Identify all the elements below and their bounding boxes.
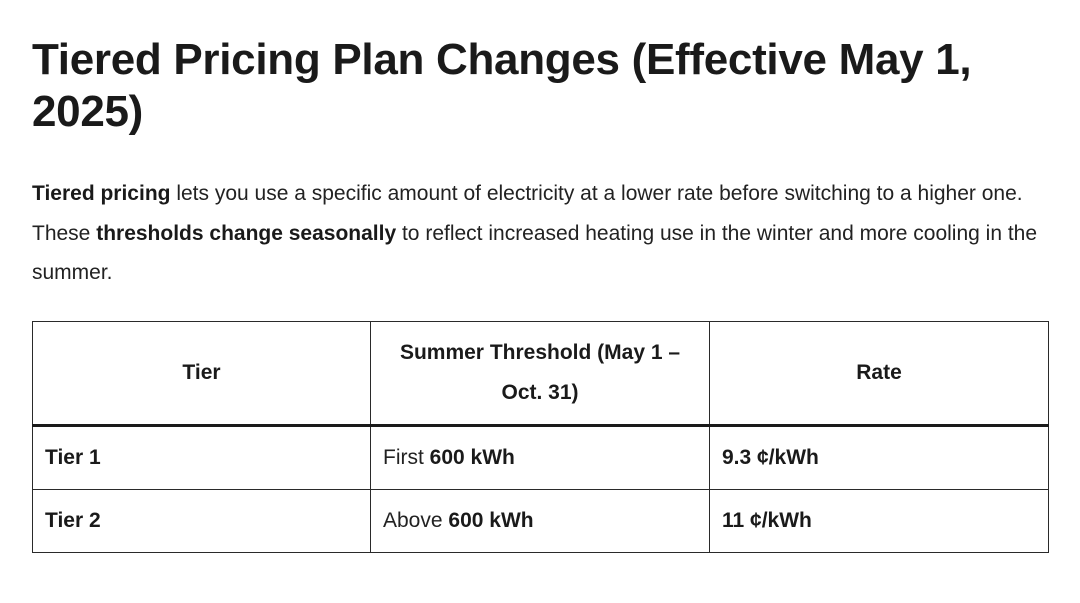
intro-paragraph: Tiered pricing lets you use a specific a… xyxy=(32,174,1052,293)
table-row: Tier 2 Above 600 kWh 11 ¢/kWh xyxy=(32,488,1049,553)
intro-bold-tiered-pricing: Tiered pricing xyxy=(32,182,171,205)
threshold-prefix: Above xyxy=(383,508,449,532)
threshold-value: 600 kWh xyxy=(448,508,534,532)
cell-threshold: First 600 kWh xyxy=(370,424,710,490)
intro-text-1: lets you use a specific amount of electr… xyxy=(32,182,1023,245)
rate-value: 11 ¢/kWh xyxy=(722,508,812,532)
table-header-row: Tier Summer Threshold (May 1 – Oct. 31) … xyxy=(32,320,1049,427)
threshold-prefix: First xyxy=(383,445,430,469)
intro-text-2: to reflect increased heating use in the … xyxy=(32,221,1038,285)
header-tier: Tier xyxy=(32,320,371,427)
page-title: Tiered Pricing Plan Changes (Effective M… xyxy=(32,35,972,136)
page: Tiered Pricing Plan Changes (Effective M… xyxy=(32,35,1052,553)
cell-tier: Tier 2 xyxy=(32,488,371,553)
pricing-table: Tier Summer Threshold (May 1 – Oct. 31) … xyxy=(32,320,1049,553)
cell-tier: Tier 1 xyxy=(32,424,371,490)
tier-label: Tier 1 xyxy=(45,445,101,469)
cell-rate: 11 ¢/kWh xyxy=(709,488,1049,553)
header-rate: Rate xyxy=(709,320,1049,427)
cell-rate: 9.3 ¢/kWh xyxy=(709,424,1049,490)
cell-threshold: Above 600 kWh xyxy=(370,488,710,553)
threshold-value: 600 kWh xyxy=(429,445,515,469)
intro-bold-thresholds: thresholds change seasonally xyxy=(96,221,397,245)
header-summer-threshold: Summer Threshold (May 1 – Oct. 31) xyxy=(370,320,710,427)
table-row: Tier 1 First 600 kWh 9.3 ¢/kWh xyxy=(32,424,1049,490)
tier-label: Tier 2 xyxy=(45,508,101,532)
rate-value: 9.3 ¢/kWh xyxy=(722,445,819,469)
